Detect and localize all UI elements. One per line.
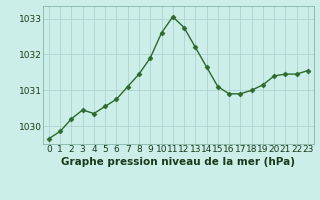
X-axis label: Graphe pression niveau de la mer (hPa): Graphe pression niveau de la mer (hPa) — [61, 157, 295, 167]
